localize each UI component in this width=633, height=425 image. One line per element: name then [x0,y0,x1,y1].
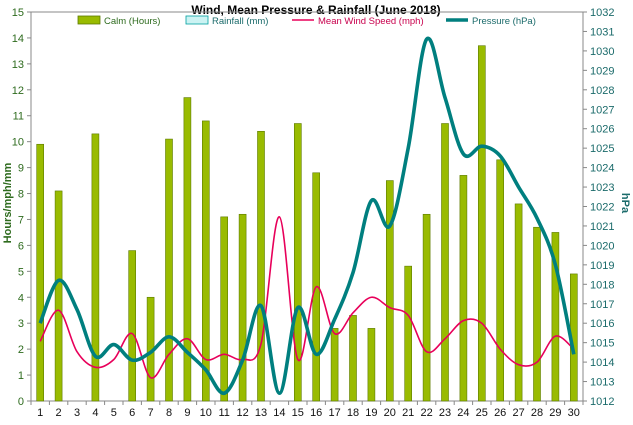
x-tick-label: 27 [512,407,524,419]
x-tick-label: 18 [347,407,359,419]
y2-tick-label: 1012 [590,396,614,408]
bar-calm-hours [386,181,393,401]
y2-tick-label: 1030 [590,46,614,58]
y2-tick-label: 1013 [590,377,614,389]
bar-calm-hours [129,251,136,401]
bar-calm-hours [460,175,467,401]
y2-tick-label: 1018 [590,279,614,291]
bar-calm-hours [515,204,522,401]
legend-label: Calm (Hours) [104,16,160,27]
y2-tick-label: 1022 [590,202,614,214]
x-tick-label: 6 [129,407,135,419]
bar-calm-hours [166,139,173,401]
x-tick-label: 15 [292,407,304,419]
chart-title: Wind, Mean Pressure & Rainfall (June 201… [191,3,440,17]
x-tick-label: 21 [402,407,414,419]
x-tick-label: 29 [549,407,561,419]
y2-tick-label: 1021 [590,221,614,233]
x-tick-label: 12 [236,407,248,419]
x-tick-label: 23 [439,407,451,419]
x-tick-label: 19 [365,407,377,419]
bar-calm-hours [55,191,62,401]
y2-tick-label: 1028 [590,85,614,97]
y2-tick-label: 1032 [590,7,614,19]
bar-calm-hours [221,217,228,401]
y-tick-label: 12 [12,85,24,97]
y-tick-label: 14 [12,33,24,45]
bar-calm-hours [37,144,44,401]
x-tick-label: 11 [218,407,229,419]
y-tick-label: 0 [18,396,24,408]
x-tick-label: 5 [111,407,117,419]
y2-tick-label: 1027 [590,104,614,116]
y-tick-label: 15 [12,7,24,19]
x-tick-label: 17 [328,407,340,419]
y2-tick-label: 1016 [590,318,614,330]
bar-calm-hours [239,214,246,401]
y-tick-label: 9 [18,163,24,175]
legend-label: Rainfall (mm) [212,16,268,27]
y-tick-label: 6 [18,240,24,252]
bar-calm-hours [350,315,357,401]
x-tick-label: 2 [56,407,62,419]
y-axis-label: Hours/mph/mm [2,162,14,243]
bar-calm-hours [534,227,541,401]
y2-tick-label: 1031 [590,26,614,38]
y-tick-label: 1 [18,370,24,382]
bar-calm-hours [442,124,449,401]
y-tick-label: 5 [18,266,24,278]
y2-tick-label: 1017 [590,299,614,311]
y-tick-label: 2 [18,344,24,356]
bar-calm-hours [331,328,338,401]
x-tick-label: 8 [166,407,172,419]
x-tick-label: 16 [310,407,322,419]
y-tick-label: 13 [12,59,24,71]
x-tick-label: 20 [384,407,396,419]
legend-swatch [186,16,208,24]
x-tick-label: 4 [92,407,98,419]
y2-tick-label: 1019 [590,260,614,272]
x-tick-label: 1 [37,407,43,419]
bar-calm-hours [92,134,99,401]
bar-calm-hours [258,131,265,401]
y2-tick-label: 1026 [590,124,614,136]
y-tick-label: 7 [18,214,24,226]
y-tick-label: 8 [18,189,24,201]
y-tick-label: 10 [12,137,24,149]
bar-calm-hours [478,46,485,401]
y2-tick-label: 1023 [590,182,614,194]
y2-tick-label: 1015 [590,338,614,350]
x-tick-label: 13 [255,407,267,419]
x-tick-label: 10 [200,407,212,419]
bar-calm-hours [423,214,430,401]
x-tick-label: 9 [184,407,190,419]
y2-tick-label: 1024 [590,163,614,175]
x-tick-label: 30 [568,407,580,419]
x-tick-label: 28 [531,407,543,419]
y-tick-label: 3 [18,318,24,330]
y-tick-label: 4 [18,292,24,304]
y2-tick-label: 1029 [590,65,614,77]
x-tick-label: 14 [273,407,285,419]
x-tick-label: 25 [476,407,488,419]
y-tick-label: 11 [13,111,24,123]
y2-axis-label: hPa [619,193,631,214]
x-tick-label: 24 [457,407,469,419]
legend-swatch [78,16,100,24]
bar-calm-hours [405,266,412,401]
y2-tick-label: 1025 [590,143,614,155]
x-tick-label: 7 [148,407,154,419]
x-tick-label: 26 [494,407,506,419]
bar-calm-hours [497,160,504,401]
legend-label: Pressure (hPa) [472,16,536,27]
y2-tick-label: 1014 [590,357,614,369]
x-tick-label: 3 [74,407,80,419]
legend-label: Mean Wind Speed (mph) [318,16,424,27]
bar-calm-hours [368,328,375,401]
x-tick-label: 22 [420,407,432,419]
y2-tick-label: 1020 [590,240,614,252]
